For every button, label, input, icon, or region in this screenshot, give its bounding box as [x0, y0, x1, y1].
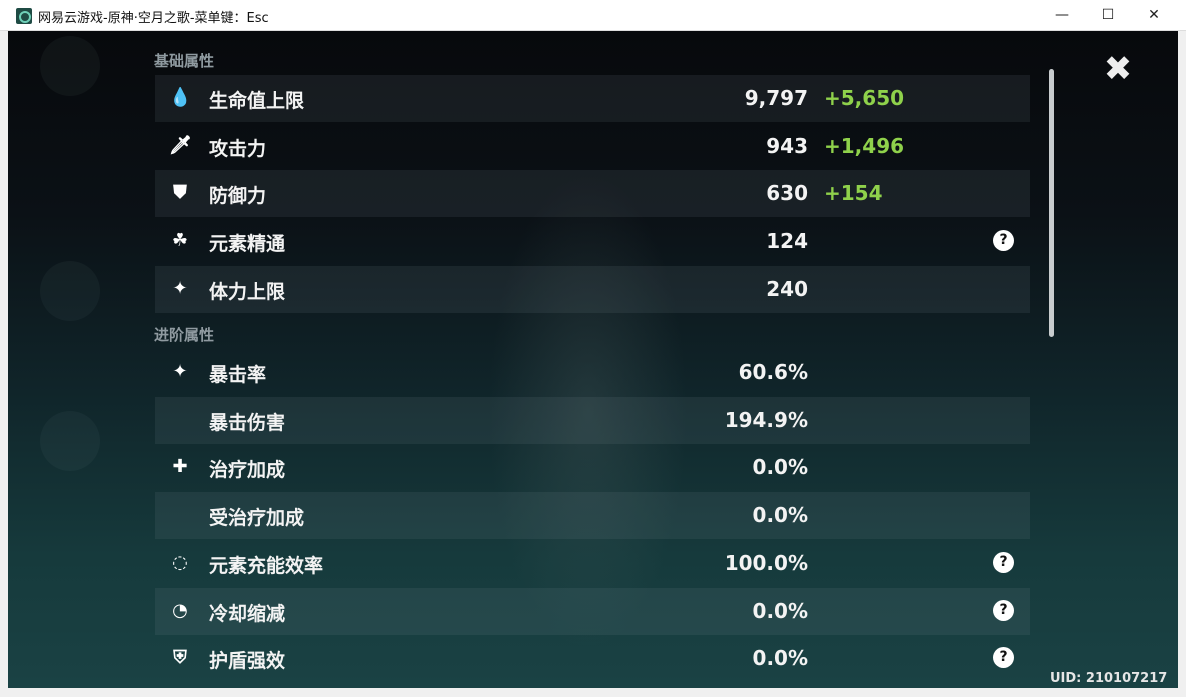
- stat-value: 194.9%: [724, 407, 808, 432]
- stat-value: 60.6%: [738, 360, 808, 384]
- stat-row: ☘ 元素精通 124?: [155, 218, 1030, 265]
- stat-row: ✚ 治疗加成 0.0%: [155, 444, 1030, 491]
- stamina-icon: ✦: [172, 277, 188, 299]
- stat-row: ◌ 元素充能效率 100.0%?: [155, 540, 1030, 587]
- stat-label: 防御力: [209, 185, 267, 208]
- help-icon[interactable]: ?: [993, 551, 1014, 573]
- energy-recharge-icon: ◌: [172, 551, 188, 573]
- stat-label: 暴击伤害: [209, 411, 286, 434]
- stat-row: ◔ 冷却缩减 0.0%?: [155, 587, 1030, 635]
- stat-row: ✦ 体力上限 240: [155, 265, 1030, 313]
- stat-label: 元素精通: [209, 233, 286, 256]
- stat-label: 受治疗加成: [209, 507, 305, 530]
- stat-value: 630: [766, 181, 808, 206]
- character-avatar-ghost: [40, 411, 100, 471]
- shield-icon: ⛊: [173, 182, 187, 204]
- shield-strength-icon: ⛨: [173, 647, 187, 669]
- uid-label: UID: 210107217: [1050, 671, 1168, 686]
- stat-label: 体力上限: [209, 280, 286, 303]
- stat-value: 124: [766, 229, 808, 254]
- stat-label: 护盾强效: [209, 650, 286, 673]
- game-viewport: 基础属性 💧 生命值上限 9,797 +5,650 🗡 攻击力 943 +1,496 ⛊ 防御力 6…: [8, 31, 1178, 688]
- stat-bonus: +1,496: [824, 133, 905, 158]
- stat-value: 240: [766, 276, 808, 301]
- close-window-button[interactable]: ✕: [1148, 7, 1160, 23]
- help-icon[interactable]: ?: [993, 599, 1014, 621]
- minimize-button[interactable]: —: [1055, 7, 1069, 23]
- cooldown-icon: ◔: [172, 599, 188, 621]
- character-figure-background: [488, 171, 688, 651]
- character-avatar-ghost: [40, 36, 100, 96]
- stat-bonus: +154: [824, 181, 883, 206]
- stat-label: 攻击力: [209, 137, 267, 160]
- stat-label: 暴击率: [209, 364, 267, 386]
- stat-row: 暴击伤害 194.9%: [155, 396, 1030, 444]
- stat-row: ⛨ 护盾强效 0.0%?: [155, 635, 1030, 682]
- stat-label: 元素充能效率: [209, 554, 324, 577]
- stat-row: ✦ 暴击率 60.6%: [155, 349, 1030, 396]
- stat-value: 0.0%: [752, 646, 808, 671]
- stat-bonus: +5,650: [824, 86, 905, 110]
- sword-icon: 🗡: [169, 134, 192, 156]
- section-basic-attributes: 基础属性: [154, 52, 215, 70]
- close-panel-button[interactable]: ✖: [1103, 49, 1133, 89]
- stat-row: ⛊ 防御力 630 +154: [155, 170, 1030, 218]
- help-icon[interactable]: ?: [993, 647, 1014, 669]
- stat-row: 🗡 攻击力 943 +1,496: [155, 123, 1030, 170]
- stat-row: 💧 生命值上限 9,797 +5,650: [155, 75, 1030, 122]
- window-title: 网易云游戏-原神·空月之歌-菜单键：Esc: [38, 11, 269, 26]
- character-avatar-ghost: [40, 261, 100, 321]
- stat-label: 生命值上限: [209, 90, 305, 112]
- window-titlebar: 网易云游戏-原神·空月之歌-菜单键：Esc — ☐ ✕: [0, 0, 1186, 31]
- stat-label: 冷却缩减: [209, 602, 286, 625]
- stat-value: 0.0%: [752, 503, 808, 528]
- stat-label: 治疗加成: [209, 459, 286, 482]
- elemental-mastery-icon: ☘: [171, 230, 189, 252]
- section-advanced-attributes: 进阶属性: [154, 326, 215, 344]
- app-logo-icon: [16, 8, 32, 24]
- crit-star-icon: ✦: [172, 361, 188, 382]
- healing-cross-icon: ✚: [172, 456, 188, 478]
- stat-value: 943: [766, 133, 808, 158]
- stat-value: 0.0%: [752, 598, 808, 623]
- stat-value: 0.0%: [752, 455, 808, 480]
- stat-value: 9,797: [744, 86, 808, 110]
- scrollbar[interactable]: [1049, 69, 1054, 337]
- maximize-button[interactable]: ☐: [1101, 7, 1115, 23]
- help-icon[interactable]: ?: [993, 230, 1014, 252]
- water-drop-icon: 💧: [169, 87, 192, 108]
- stat-row: 受治疗加成 0.0%: [155, 492, 1030, 540]
- stat-value: 100.0%: [724, 550, 808, 575]
